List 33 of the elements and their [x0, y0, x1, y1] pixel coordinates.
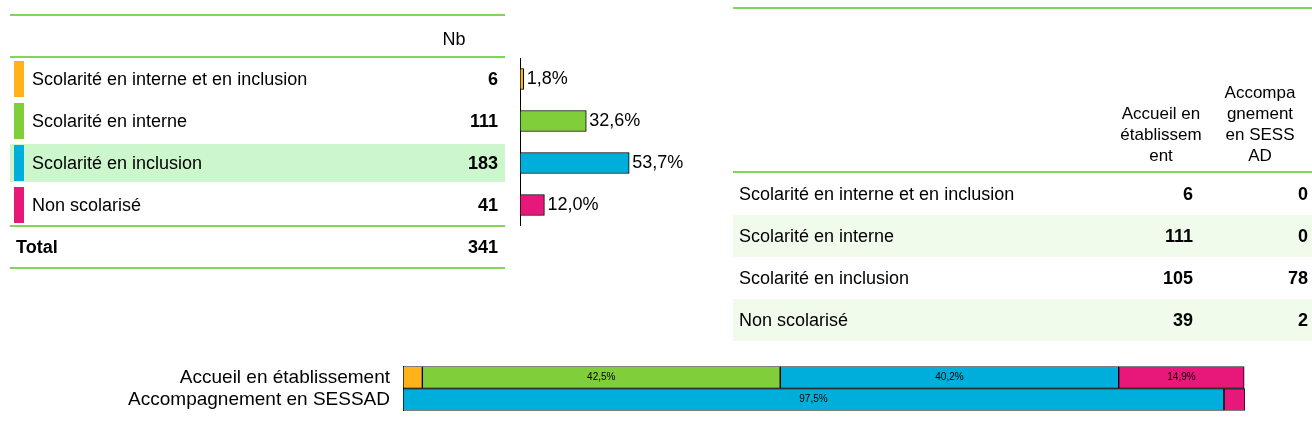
- text: 39: [1171, 308, 1193, 332]
- data-label: 1,8%: [526, 67, 568, 88]
- category-label: Scolarité en interne et en inclusion: [32, 68, 308, 89]
- data-label: 97,5%: [799, 393, 828, 405]
- text: 0: [1297, 182, 1308, 206]
- text: 111: [1163, 224, 1193, 248]
- text: 2: [1297, 308, 1308, 332]
- text: 6: [487, 67, 498, 91]
- text: Total: [16, 235, 58, 259]
- text: 0: [1297, 224, 1308, 248]
- text: 111: [468, 109, 498, 133]
- data-label: 12,0%: [547, 193, 599, 214]
- category-label: Scolarité en interne et en inclusion: [739, 183, 1015, 204]
- text: 6: [1182, 182, 1193, 206]
- data-label: 42,5%: [587, 371, 616, 383]
- category-label: Accueil en établissement: [1120, 103, 1202, 166]
- data-label: 32,6%: [589, 109, 641, 130]
- text: 105: [1161, 266, 1193, 290]
- category-label: Accompagnement en SESSAD: [1223, 82, 1297, 166]
- text: 183: [466, 151, 498, 175]
- text: Nb: [441, 27, 467, 51]
- text: 341: [466, 235, 498, 259]
- category-label: Non scolarisé: [32, 194, 142, 215]
- data-label: 40,2%: [935, 371, 964, 383]
- category-label: Scolarité en inclusion: [32, 152, 203, 173]
- data-label: 14,9%: [1167, 371, 1196, 383]
- text: 41: [476, 193, 498, 217]
- text: 78: [1286, 266, 1308, 290]
- data-label: 53,7%: [632, 151, 684, 172]
- category-label: Non scolarisé: [739, 309, 849, 330]
- category-label: Scolarité en inclusion: [739, 267, 910, 288]
- category-label: Scolarité en interne: [32, 110, 188, 131]
- category-label: Scolarité en interne: [739, 225, 895, 246]
